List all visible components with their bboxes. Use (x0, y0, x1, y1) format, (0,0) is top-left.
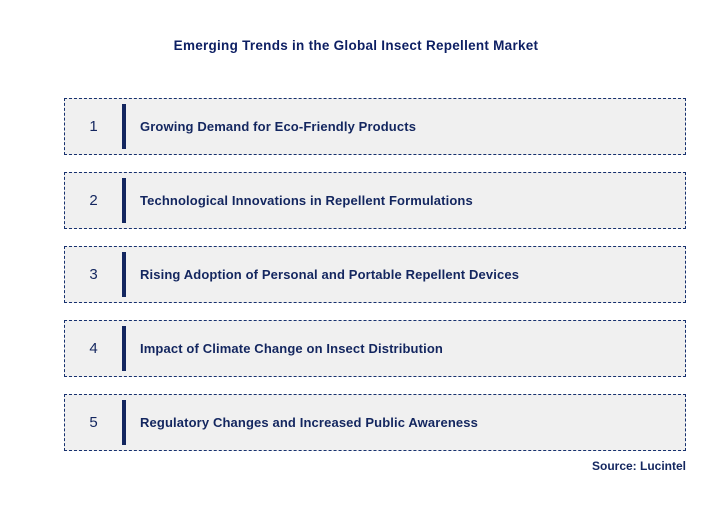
trend-label: Technological Innovations in Repellent F… (140, 193, 473, 208)
trend-label: Impact of Climate Change on Insect Distr… (140, 341, 443, 356)
vertical-divider-bar (122, 104, 126, 149)
page-title: Emerging Trends in the Global Insect Rep… (173, 38, 539, 53)
trend-number: 5 (89, 414, 98, 431)
trend-number: 3 (89, 266, 98, 283)
trend-list: 1 Growing Demand for Eco-Friendly Produc… (64, 98, 686, 451)
trend-label: Growing Demand for Eco-Friendly Products (140, 119, 417, 134)
list-item[interactable]: 2 Technological Innovations in Repellent… (64, 172, 686, 229)
vertical-divider-bar (122, 252, 126, 297)
list-item[interactable]: 5 Regulatory Changes and Increased Publi… (64, 394, 686, 451)
trend-label: Rising Adoption of Personal and Portable… (140, 267, 520, 282)
vertical-divider-bar (122, 178, 126, 223)
source-attribution: Source: Lucintel (591, 459, 686, 473)
trend-number: 4 (89, 340, 98, 357)
trend-number: 1 (89, 118, 98, 135)
vertical-divider-bar (122, 400, 126, 445)
trend-label: Regulatory Changes and Increased Public … (140, 415, 478, 430)
vertical-divider-bar (122, 326, 126, 371)
list-item[interactable]: 1 Growing Demand for Eco-Friendly Produc… (64, 98, 686, 155)
list-item[interactable]: 4 Impact of Climate Change on Insect Dis… (64, 320, 686, 377)
list-item[interactable]: 3 Rising Adoption of Personal and Portab… (64, 246, 686, 303)
trend-number: 2 (89, 192, 98, 209)
